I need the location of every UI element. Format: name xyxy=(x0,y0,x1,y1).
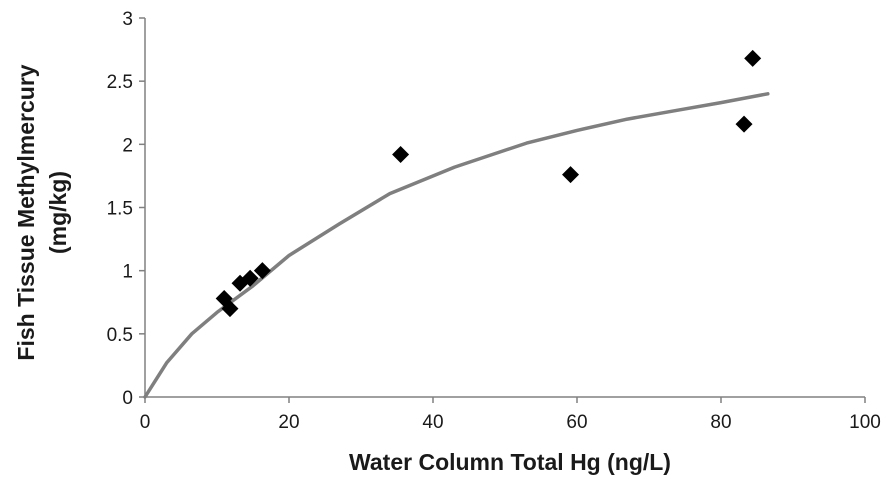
y-tick-label: 2.5 xyxy=(107,72,133,93)
data-point-diamond xyxy=(253,262,271,280)
y-axis-title-line2: (mg/kg) xyxy=(45,171,71,254)
data-point-diamond xyxy=(241,269,259,287)
axes xyxy=(144,18,865,398)
fit-curve xyxy=(143,92,770,399)
y-axis-title-line1: Fish Tissue Methylmercury xyxy=(13,64,39,360)
x-tick-label: 20 xyxy=(278,412,299,433)
x-tick-label: 40 xyxy=(422,412,443,433)
x-axis-title: Water Column Total Hg (ng/L) xyxy=(349,449,671,475)
data-points-layer xyxy=(215,49,762,318)
x-tick-label: 100 xyxy=(849,412,881,433)
y-tick-label: 1.5 xyxy=(107,199,133,220)
y-tick-label: 0.5 xyxy=(107,325,133,346)
data-point-diamond xyxy=(735,115,753,133)
fit-curve-layer xyxy=(143,92,770,399)
y-axis-title: Fish Tissue Methylmercury (mg/kg) xyxy=(13,64,71,360)
x-tick-label: 0 xyxy=(140,412,151,433)
y-tick-label: 2 xyxy=(122,135,133,156)
data-point-diamond xyxy=(562,166,580,184)
y-tick-label: 1 xyxy=(122,262,133,283)
data-point-diamond xyxy=(392,145,410,163)
y-tick-label: 0 xyxy=(122,388,133,409)
x-tick-label: 60 xyxy=(566,412,587,433)
x-tick-label: 80 xyxy=(710,412,731,433)
data-point-diamond xyxy=(221,300,239,318)
x-axis-ticks: 0 20 40 60 80 100 xyxy=(140,397,881,433)
y-tick-label: 3 xyxy=(122,9,133,30)
data-point-diamond xyxy=(744,49,762,67)
y-axis-ticks: 0 0.5 1 1.5 2 2.5 3 xyxy=(107,9,145,409)
